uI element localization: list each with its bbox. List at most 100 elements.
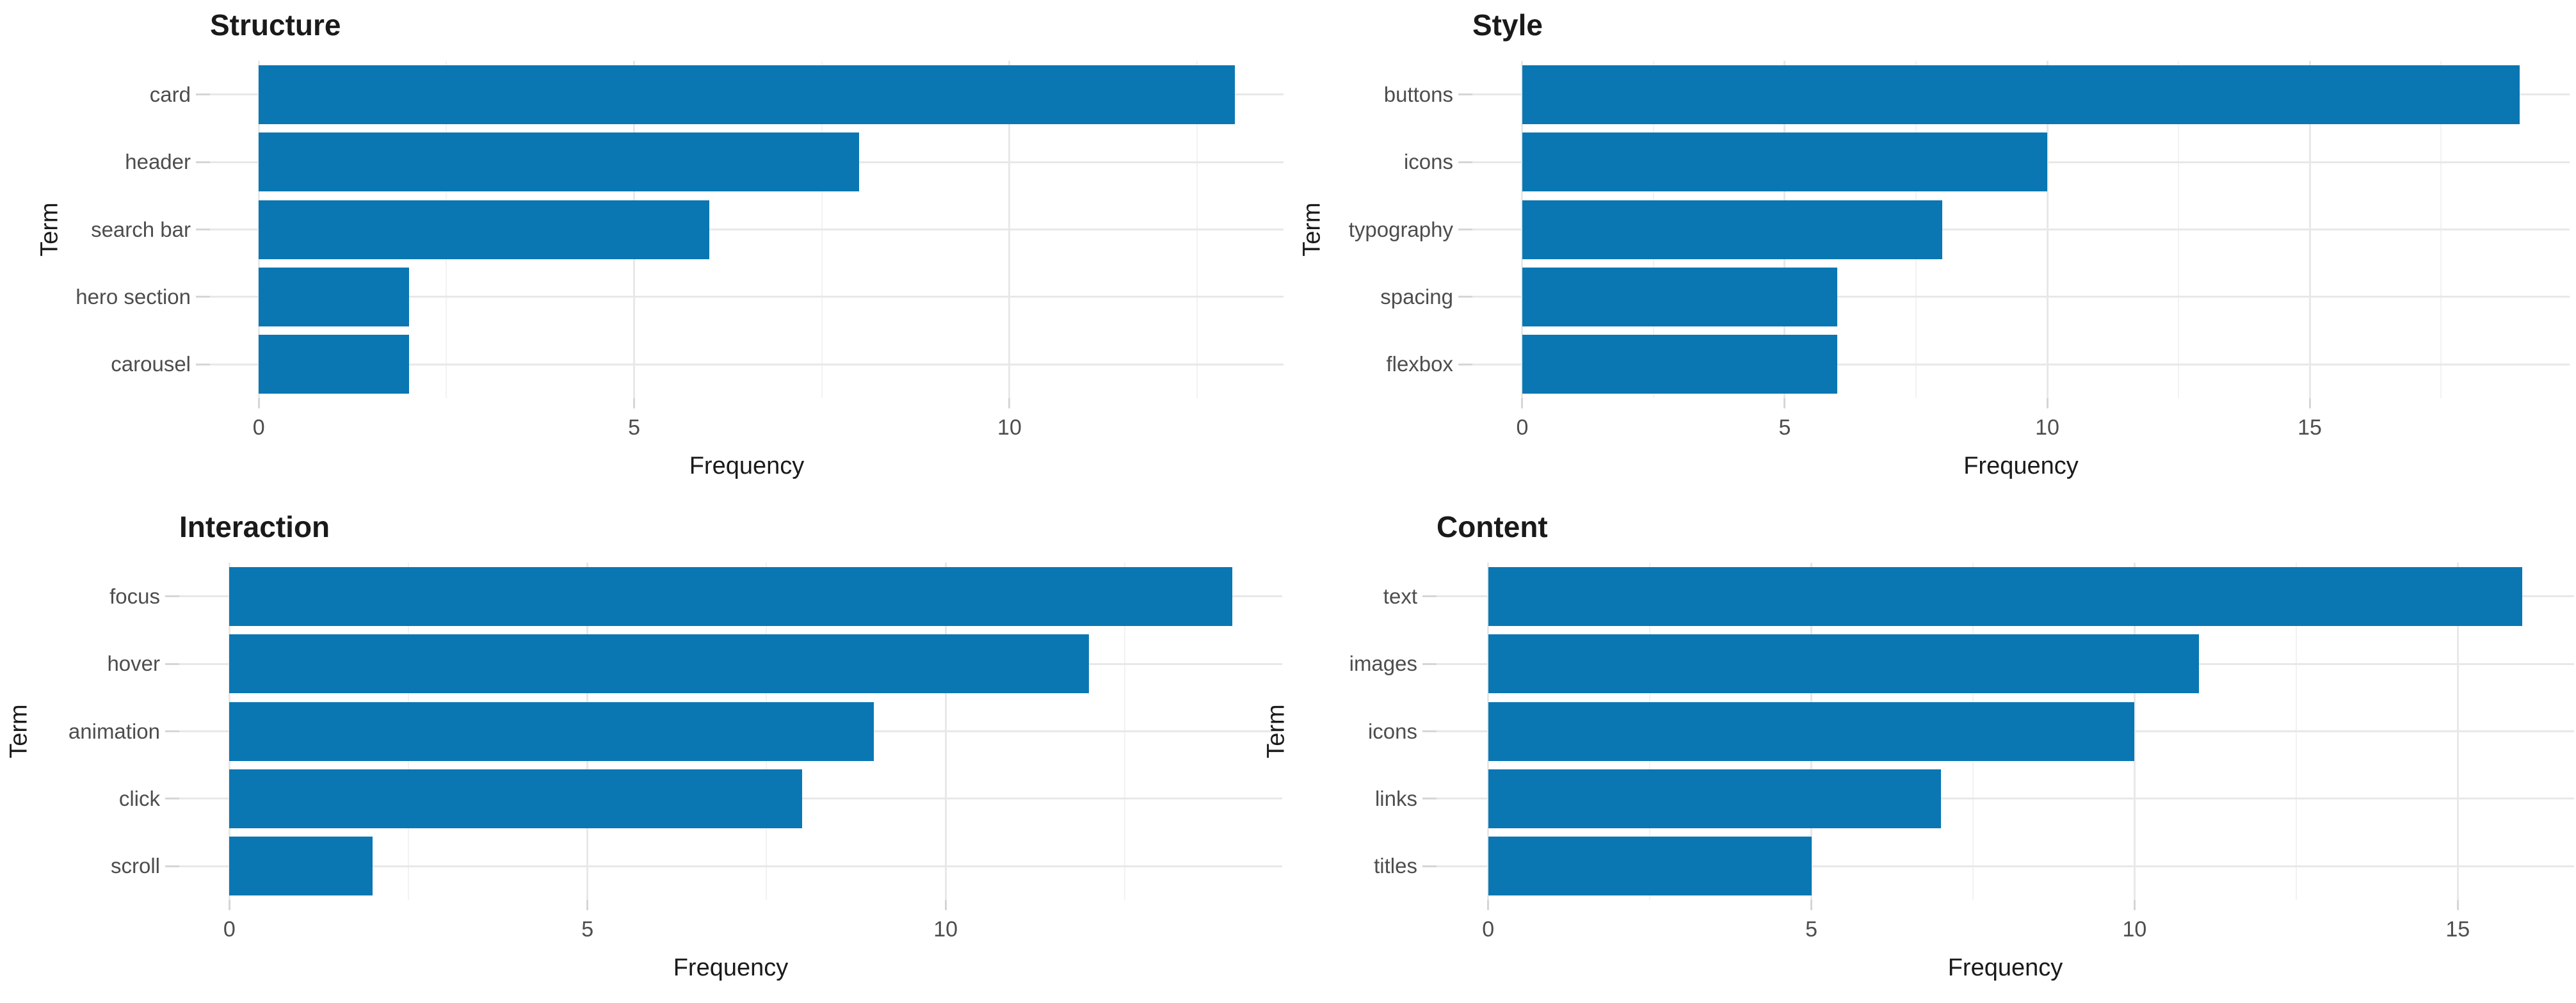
x-tick bbox=[2456, 900, 2459, 910]
x-tick bbox=[257, 398, 260, 408]
y-tick bbox=[165, 662, 179, 665]
y-category-label: search bar bbox=[91, 217, 191, 241]
bar-hero-section bbox=[259, 267, 409, 326]
x-tick bbox=[228, 900, 230, 910]
x-tick bbox=[1008, 398, 1011, 408]
y-tick bbox=[1422, 798, 1437, 800]
x-tick-label: 15 bbox=[2445, 917, 2470, 942]
category-gridline bbox=[1437, 865, 2574, 867]
y-tick bbox=[1458, 229, 1472, 230]
y-tick bbox=[1458, 363, 1472, 365]
x-tick bbox=[633, 398, 636, 408]
x-tick-label: 0 bbox=[1516, 415, 1529, 440]
x-tick bbox=[1783, 398, 1786, 408]
y-category-label: click bbox=[118, 786, 160, 810]
panel-interaction: Interaction Term focus hover animation click s… bbox=[0, 502, 1288, 1003]
y-category-label: card bbox=[149, 82, 191, 106]
x-tick bbox=[2046, 398, 2049, 408]
bar-animation bbox=[229, 702, 874, 761]
y-category-label: text bbox=[1383, 584, 1417, 608]
y-category-label: titles bbox=[1374, 854, 1417, 878]
x-tick-label: 0 bbox=[223, 917, 236, 942]
y-category-label: icons bbox=[1367, 719, 1417, 743]
y-tick bbox=[165, 595, 179, 598]
x-tick bbox=[2133, 900, 2136, 910]
category-gridline bbox=[1472, 363, 2570, 365]
x-tick-label: 5 bbox=[581, 917, 594, 942]
bar-carousel bbox=[259, 335, 409, 394]
category-gridline bbox=[210, 229, 1284, 230]
panel-style: Style Term buttons icons typography spacing fl… bbox=[1288, 0, 2576, 501]
bar-click bbox=[229, 769, 803, 828]
bar-header bbox=[259, 132, 860, 192]
y-category-label: buttons bbox=[1383, 82, 1453, 106]
y-tick bbox=[196, 161, 210, 163]
category-gridline bbox=[179, 865, 1282, 867]
y-category-label: spacing bbox=[1380, 284, 1453, 309]
x-tick bbox=[1810, 900, 1813, 910]
plot-area-style bbox=[1472, 61, 2570, 398]
category-gridline bbox=[210, 296, 1284, 298]
y-category-label: images bbox=[1349, 652, 1417, 676]
y-tick bbox=[1458, 93, 1472, 96]
plot-area-content bbox=[1437, 563, 2574, 900]
panel-structure: Structure Term card header search bar hero se… bbox=[0, 0, 1288, 501]
bar-titles bbox=[1488, 837, 1812, 896]
panel-content: Content Term text images icons links titles 0 5 1… bbox=[1263, 502, 2576, 1003]
y-tick bbox=[1458, 161, 1472, 163]
y-category-label: animation bbox=[68, 719, 160, 743]
chart-title-structure: Structure bbox=[210, 8, 341, 42]
category-gridline bbox=[1437, 798, 2574, 800]
x-axis-title: Frequency bbox=[1947, 954, 2063, 981]
x-axis-title: Frequency bbox=[673, 954, 789, 981]
bar-images bbox=[1488, 634, 2200, 694]
y-tick bbox=[1458, 296, 1472, 298]
bar-links bbox=[1488, 769, 1941, 828]
y-category-label: icons bbox=[1403, 150, 1453, 174]
category-gridline bbox=[210, 363, 1284, 365]
category-gridline bbox=[1472, 296, 2570, 298]
bar-buttons bbox=[1522, 65, 2520, 124]
x-tick bbox=[944, 900, 947, 910]
y-category-label: focus bbox=[109, 584, 160, 608]
y-category-label: flexbox bbox=[1386, 352, 1453, 376]
y-tick bbox=[1422, 662, 1437, 665]
x-axis-title: Frequency bbox=[1963, 453, 2079, 479]
bar-focus bbox=[229, 566, 1232, 626]
y-tick bbox=[165, 798, 179, 800]
y-tick bbox=[1422, 865, 1437, 867]
x-tick-label: 10 bbox=[2035, 415, 2059, 440]
x-tick-label: 10 bbox=[997, 415, 1022, 440]
x-tick bbox=[586, 900, 589, 910]
y-tick bbox=[196, 363, 210, 365]
x-tick-label: 5 bbox=[628, 415, 641, 440]
x-tick-label: 0 bbox=[252, 415, 265, 440]
chart-title-interaction: Interaction bbox=[179, 510, 330, 543]
y-tick bbox=[196, 296, 210, 298]
bar-hover bbox=[229, 634, 1089, 694]
y-tick bbox=[165, 865, 179, 867]
bar-icons bbox=[1522, 132, 2047, 192]
chart-title-style: Style bbox=[1472, 8, 1543, 42]
y-category-label: carousel bbox=[111, 352, 191, 376]
bar-flexbox bbox=[1522, 335, 1837, 394]
plot-area-interaction bbox=[179, 563, 1282, 900]
x-tick-label: 5 bbox=[1778, 415, 1791, 440]
chart-title-content: Content bbox=[1437, 510, 1548, 543]
y-category-label: links bbox=[1374, 786, 1417, 810]
plot-area-structure bbox=[210, 61, 1284, 398]
y-category-label: typography bbox=[1348, 217, 1453, 241]
y-category-label: header bbox=[125, 150, 191, 174]
x-axis-title: Frequency bbox=[689, 453, 805, 479]
x-tick-label: 10 bbox=[2122, 917, 2147, 942]
bar-typography bbox=[1522, 200, 1942, 259]
bar-icons bbox=[1488, 702, 2135, 761]
bar-search-bar bbox=[259, 200, 709, 259]
y-category-label: scroll bbox=[110, 854, 160, 878]
x-tick-label: 0 bbox=[1482, 917, 1495, 942]
x-tick-label: 15 bbox=[2298, 415, 2322, 440]
y-category-label: hover bbox=[107, 652, 160, 676]
x-tick bbox=[1521, 398, 1524, 408]
bar-text bbox=[1488, 566, 2523, 626]
